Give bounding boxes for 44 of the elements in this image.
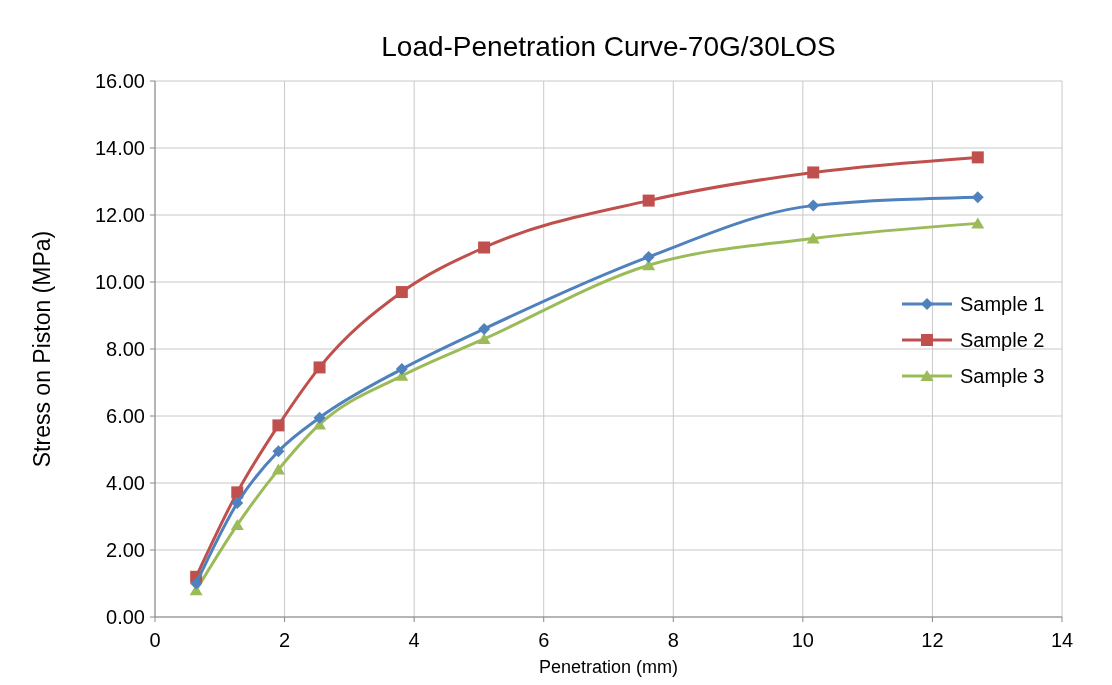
y-tick-label: 8.00	[106, 338, 145, 360]
point	[807, 166, 820, 179]
legend-label: Sample 3	[960, 365, 1045, 387]
point	[806, 232, 820, 244]
x-tick-label: 12	[921, 629, 944, 651]
point	[478, 322, 491, 335]
point	[190, 577, 203, 590]
y-axis-title: Stress on Piston (MPa)	[29, 230, 55, 468]
y-tick-label: 12.00	[94, 204, 145, 226]
point	[395, 286, 408, 299]
x-tick-label: 4	[408, 629, 420, 651]
point	[971, 217, 985, 229]
x-tick-label: 10	[791, 629, 814, 651]
legend-label: Sample 2	[960, 329, 1045, 351]
x-axis-title: Penetration (mm)	[538, 657, 679, 677]
point	[807, 199, 820, 212]
point	[395, 363, 408, 376]
x-tick-label: 2	[279, 629, 291, 651]
x-tick-label: 6	[538, 629, 550, 651]
x-tick-label: 8	[667, 629, 679, 651]
y-tick-label: 2.00	[106, 539, 145, 561]
y-tick-label: 0.00	[106, 606, 145, 628]
y-tick-label: 14.00	[94, 137, 145, 159]
x-tick-label: 14	[1050, 629, 1074, 651]
point	[231, 486, 244, 499]
point	[272, 445, 285, 458]
point	[642, 194, 655, 207]
point	[477, 332, 491, 344]
point	[478, 241, 491, 254]
point	[971, 151, 984, 164]
point	[313, 361, 326, 374]
chart-title: Load-Penetration Curve-70G/30LOS	[381, 31, 836, 62]
point	[230, 518, 244, 530]
point	[272, 419, 285, 432]
point	[642, 250, 655, 263]
y-tick-label: 6.00	[106, 405, 145, 427]
point	[231, 497, 244, 510]
point	[313, 411, 326, 424]
point	[271, 463, 285, 475]
y-tick-label: 4.00	[106, 472, 145, 494]
x-tick-label: 0	[149, 629, 161, 651]
legend-label: Sample 1	[960, 293, 1045, 315]
y-tick-label: 16.00	[94, 70, 145, 92]
y-tick-label: 10.00	[94, 271, 145, 293]
